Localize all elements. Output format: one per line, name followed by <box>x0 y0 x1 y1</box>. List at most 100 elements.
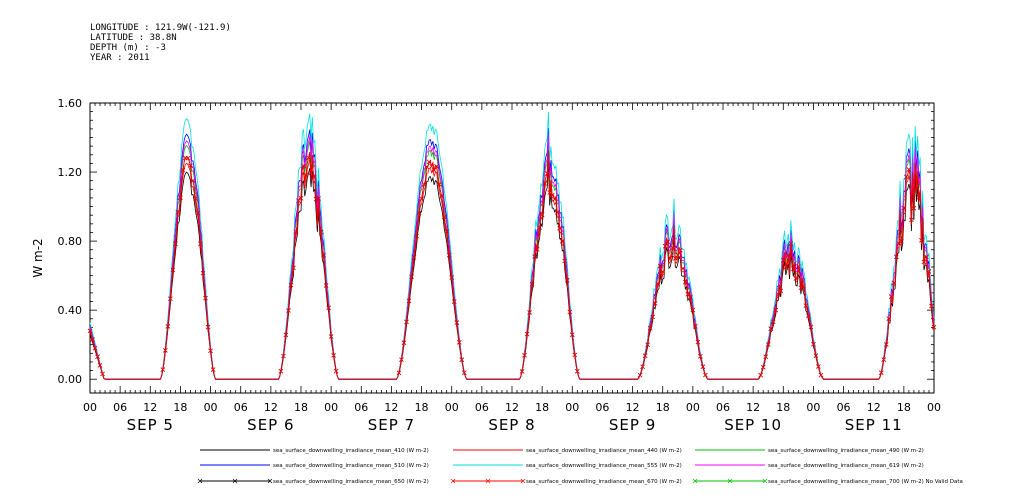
series-marker <box>404 319 409 325</box>
series-line <box>89 139 935 380</box>
series-marker <box>891 280 897 286</box>
series-marker <box>281 353 286 359</box>
series-marker <box>662 244 668 249</box>
series-marker <box>311 174 316 180</box>
series-marker <box>326 305 331 310</box>
series-line <box>89 127 935 380</box>
series-marker <box>889 294 894 299</box>
series-marker <box>818 372 824 378</box>
series-marker <box>308 170 314 175</box>
legend-marker <box>450 478 456 484</box>
series-marker <box>668 255 673 261</box>
depth-label: DEPTH (m) : -3 <box>90 43 166 53</box>
series-marker <box>399 357 404 362</box>
series-marker <box>565 277 570 283</box>
series-marker <box>798 285 804 291</box>
series-marker <box>439 193 444 199</box>
series-marker <box>904 174 909 180</box>
series-marker <box>572 352 578 358</box>
legend-entry: sea_surface_downwelling_irradiance_mean_… <box>273 448 429 454</box>
series-marker <box>529 282 535 287</box>
series-marker <box>316 196 321 201</box>
series-marker <box>652 301 658 306</box>
series-marker <box>459 357 465 362</box>
legend-marker <box>197 478 203 484</box>
legend-entry: sea_surface_downwelling_irradiance_mean_… <box>273 463 429 469</box>
x-tick-label: 06 <box>716 401 730 414</box>
x-tick-label: 18 <box>897 401 911 414</box>
series-marker <box>178 195 183 200</box>
y-tick-label: 1.60 <box>58 97 83 110</box>
series-marker <box>409 274 414 279</box>
series-marker <box>770 319 776 325</box>
series-marker <box>559 239 565 244</box>
series-marker <box>170 267 176 273</box>
x-tick-label: 00 <box>324 401 338 414</box>
series-marker <box>446 252 452 258</box>
series-line <box>89 157 935 380</box>
x-tick-label: 00 <box>83 401 97 414</box>
series-marker <box>457 340 462 345</box>
plot-area: 00 06 12 18 00 06 12 18 00 06 12 18 00 06 12 18 00 06 12 18… <box>58 97 942 434</box>
series-marker <box>293 229 299 234</box>
series-line <box>89 150 935 380</box>
series-marker <box>673 256 678 261</box>
y-tick-label: 1.20 <box>58 166 83 179</box>
series-marker <box>781 258 786 263</box>
series-marker <box>924 254 929 260</box>
series-marker <box>765 342 771 347</box>
legend-entry: sea_surface_downwelling_irradiance_mean_… <box>768 448 924 454</box>
series-marker <box>424 164 429 170</box>
x-tick-label: 12 <box>867 401 881 414</box>
x-tick-label: 18 <box>415 401 429 414</box>
series-marker <box>416 210 422 216</box>
longitude-label: LONGITUDE : 121.9W(-121.9) <box>90 23 231 33</box>
series-marker <box>414 233 419 239</box>
legend-marker <box>692 478 698 484</box>
series-marker <box>698 354 703 359</box>
series-line <box>89 112 935 380</box>
series-marker <box>92 345 98 351</box>
series-marker <box>768 326 773 331</box>
x-tick-label: 12 <box>746 401 760 414</box>
series-marker <box>436 182 442 187</box>
series-marker <box>522 352 527 358</box>
series-marker <box>451 299 457 304</box>
series-marker <box>660 269 665 274</box>
series-marker <box>688 294 693 300</box>
series-marker <box>190 178 196 183</box>
series-marker <box>758 372 763 378</box>
series-marker <box>321 252 326 258</box>
series-marker <box>537 225 542 230</box>
series-marker <box>328 334 334 339</box>
series-marker <box>449 275 454 280</box>
series-marker <box>97 363 103 368</box>
legend-entry: sea_surface_downwelling_irradiance_mean_… <box>526 448 682 454</box>
series-marker <box>534 247 540 252</box>
series-marker <box>331 353 336 358</box>
x-tick-label: 06 <box>113 401 127 414</box>
series-marker <box>168 296 173 302</box>
series-line <box>89 166 935 380</box>
series-marker <box>188 163 193 169</box>
day-label: SEP 9 <box>609 416 656 434</box>
year-label: YEAR : 2011 <box>90 53 150 63</box>
series-marker <box>642 353 648 358</box>
day-label: SEP 8 <box>488 416 535 434</box>
series-marker <box>333 368 339 374</box>
y-axis-label: W m-2 <box>31 238 45 277</box>
series-marker <box>816 364 821 369</box>
x-tick-label: 06 <box>234 401 248 414</box>
series-marker <box>655 281 660 286</box>
series-marker <box>411 255 417 260</box>
series-marker <box>808 324 814 330</box>
series-marker <box>301 163 306 168</box>
series-marker <box>396 370 402 375</box>
series-marker <box>562 258 567 264</box>
x-tick-label: 18 <box>535 401 549 414</box>
series-marker <box>931 324 937 330</box>
series-marker <box>198 241 203 247</box>
series-marker <box>801 283 806 289</box>
series-marker <box>899 239 904 244</box>
